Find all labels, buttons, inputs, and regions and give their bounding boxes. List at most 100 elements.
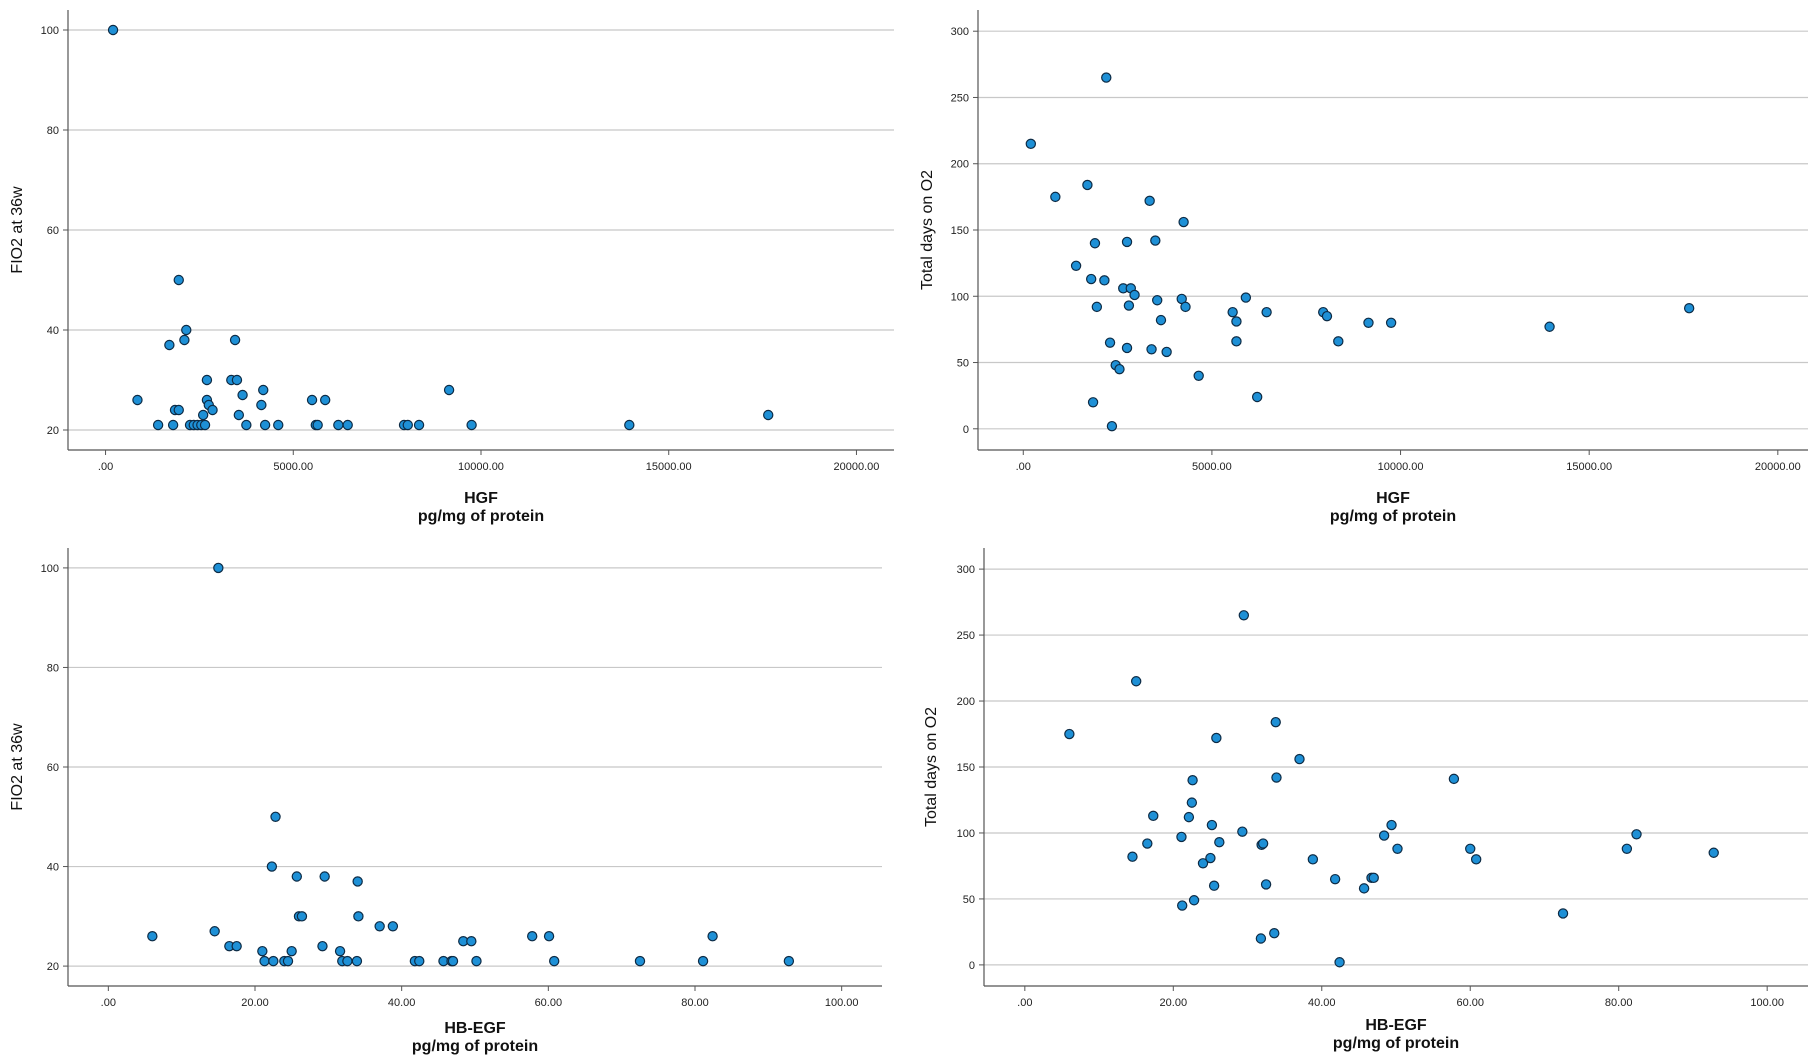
x-tick-label: 40.00	[1308, 997, 1336, 1009]
data-point	[1152, 295, 1163, 306]
data-point	[1193, 370, 1204, 381]
data-point	[527, 931, 538, 942]
data-point	[1271, 772, 1282, 783]
y-axis-label: Total days on O2	[923, 707, 940, 827]
data-point	[152, 419, 164, 431]
data-point	[241, 419, 252, 431]
data-point	[132, 394, 143, 406]
y-tick-label: 150	[951, 225, 969, 237]
data-point	[1183, 811, 1195, 823]
data-point	[1089, 238, 1101, 249]
data-point	[1208, 880, 1220, 891]
data-point	[1231, 336, 1242, 347]
y-tick-label: 60	[47, 762, 59, 774]
data-point	[1206, 819, 1218, 831]
x-axis-label: HGF	[1376, 490, 1410, 507]
data-point	[1683, 302, 1695, 314]
data-point	[1177, 900, 1188, 911]
y-tick-label: 100	[957, 828, 975, 840]
x-tick-label: 5000.00	[273, 461, 313, 473]
data-point	[207, 404, 218, 416]
data-point	[1392, 843, 1403, 854]
data-point	[1148, 810, 1159, 822]
data-point	[1307, 854, 1319, 865]
data-point	[1176, 831, 1187, 843]
data-point	[317, 940, 328, 952]
data-point	[1227, 306, 1238, 318]
x-tick-label: 20000.00	[834, 461, 880, 473]
data-point	[342, 955, 353, 967]
data-point	[697, 955, 709, 967]
data-point	[1070, 260, 1082, 271]
y-tick-label: 250	[957, 630, 975, 642]
data-point	[549, 955, 560, 967]
data-point	[181, 324, 192, 336]
data-point	[1186, 797, 1198, 808]
data-point	[179, 334, 190, 346]
data-point	[1188, 895, 1200, 906]
y-tick-label: 40	[47, 325, 59, 337]
y-tick-label: 20	[47, 961, 59, 973]
data-point	[374, 921, 385, 932]
data-point	[237, 389, 248, 401]
y-tick-label: 200	[951, 159, 969, 171]
data-point	[402, 419, 413, 431]
data-point	[333, 419, 344, 431]
y-tick-label: 40	[47, 862, 59, 874]
data-point	[1121, 342, 1133, 354]
x-tick-label: 5000.00	[1192, 461, 1232, 473]
data-point	[229, 334, 241, 346]
data-point	[466, 419, 477, 431]
data-point	[1255, 933, 1267, 944]
data-point	[1270, 716, 1281, 728]
data-point	[1205, 852, 1216, 864]
x-tick-label: .00	[98, 461, 113, 473]
data-point	[634, 955, 646, 967]
data-point	[1237, 826, 1248, 837]
x-axis-unit: pg/mg of protein	[1330, 508, 1456, 525]
data-point	[1240, 292, 1252, 303]
data-point	[1260, 879, 1272, 890]
data-point	[231, 940, 242, 952]
data-point	[173, 404, 184, 416]
data-point	[173, 274, 184, 286]
y-tick-label: 300	[957, 564, 975, 576]
data-point	[1050, 191, 1061, 203]
data-point	[1129, 289, 1140, 301]
scatter-chart-2: 0 50 100 150 200 250 300 .00 5000.00 10000.00 1500…	[919, 10, 1808, 525]
data-point	[1470, 854, 1482, 865]
data-point	[1631, 829, 1642, 840]
x-tick-label: 20000.00	[1755, 461, 1801, 473]
data-point	[1106, 420, 1118, 432]
data-point	[352, 876, 363, 887]
x-tick-label: 80.00	[681, 997, 709, 1009]
data-point	[1127, 851, 1138, 862]
x-tick-label: .00	[1016, 461, 1031, 473]
y-axis-label: FIO2 at 36w	[9, 723, 26, 811]
data-point	[1557, 908, 1569, 919]
y-tick-label: 20	[47, 425, 59, 437]
data-point	[1150, 235, 1161, 246]
data-point	[107, 24, 119, 36]
data-point	[1321, 310, 1333, 322]
data-point	[414, 955, 425, 967]
data-point	[209, 926, 220, 937]
data-point	[351, 955, 363, 967]
data-point	[1180, 301, 1191, 313]
data-point	[1708, 847, 1719, 858]
data-point	[1269, 928, 1280, 939]
x-tick-label: 80.00	[1605, 997, 1633, 1009]
data-point	[334, 945, 346, 957]
data-point	[1386, 819, 1397, 831]
data-point	[306, 394, 318, 406]
x-tick-label: 15000.00	[646, 461, 692, 473]
data-point	[268, 955, 279, 967]
data-point	[1104, 337, 1116, 348]
data-point	[1368, 872, 1379, 884]
y-tick-label: 100	[41, 25, 59, 37]
data-point	[259, 419, 271, 431]
data-point	[1099, 275, 1110, 286]
data-point	[1385, 317, 1397, 328]
data-point	[1155, 314, 1167, 326]
